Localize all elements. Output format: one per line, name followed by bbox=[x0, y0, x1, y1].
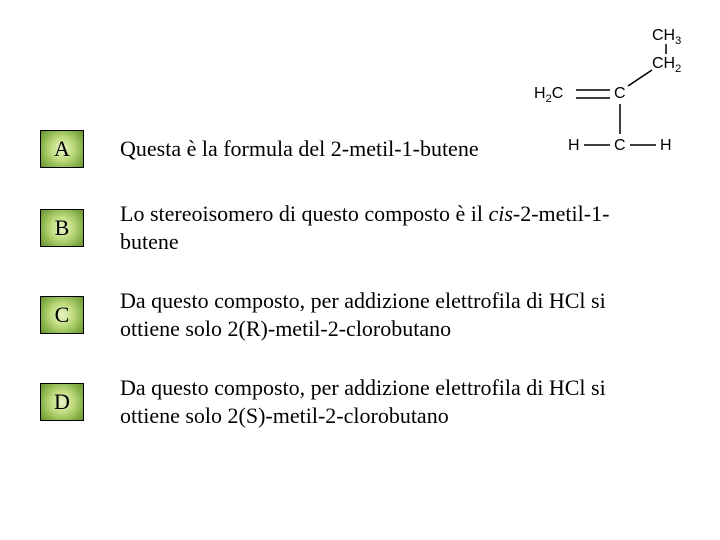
option-letter: A bbox=[54, 136, 70, 162]
ch3-sub: 3 bbox=[675, 35, 681, 47]
option-row: D Da questo composto, per addizione elet… bbox=[40, 374, 680, 429]
option-row: A Questa è la formula del 2-metil-1-bute… bbox=[40, 130, 680, 168]
svg-text:CH2: CH2 bbox=[652, 55, 681, 75]
option-text: Da questo composto, per addizione elettr… bbox=[120, 287, 640, 342]
option-text: Da questo composto, per addizione elettr… bbox=[120, 374, 640, 429]
h2c-h: H bbox=[534, 85, 546, 102]
options-list: A Questa è la formula del 2-metil-1-bute… bbox=[40, 130, 680, 461]
option-letter: D bbox=[54, 389, 70, 415]
option-row: B Lo stereoisomero di questo composto è … bbox=[40, 200, 680, 255]
option-text: Questa è la formula del 2-metil-1-butene bbox=[120, 135, 479, 163]
option-box-c[interactable]: C bbox=[40, 296, 84, 334]
svg-text:H2C: H2C bbox=[534, 85, 563, 105]
ch3-label: CH bbox=[652, 28, 675, 44]
option-box-a[interactable]: A bbox=[40, 130, 84, 168]
option-letter: B bbox=[55, 215, 70, 241]
option-letter: C bbox=[55, 302, 70, 328]
ch2-top-label: CH bbox=[652, 55, 675, 72]
option-box-d[interactable]: D bbox=[40, 383, 84, 421]
c-upper: C bbox=[614, 85, 626, 102]
ch2-top-sub: 2 bbox=[675, 63, 681, 75]
option-row: C Da questo composto, per addizione elet… bbox=[40, 287, 680, 342]
option-box-b[interactable]: B bbox=[40, 209, 84, 247]
option-text: Lo stereoisomero di questo composto è il… bbox=[120, 200, 640, 255]
h2c-c: C bbox=[552, 85, 564, 102]
